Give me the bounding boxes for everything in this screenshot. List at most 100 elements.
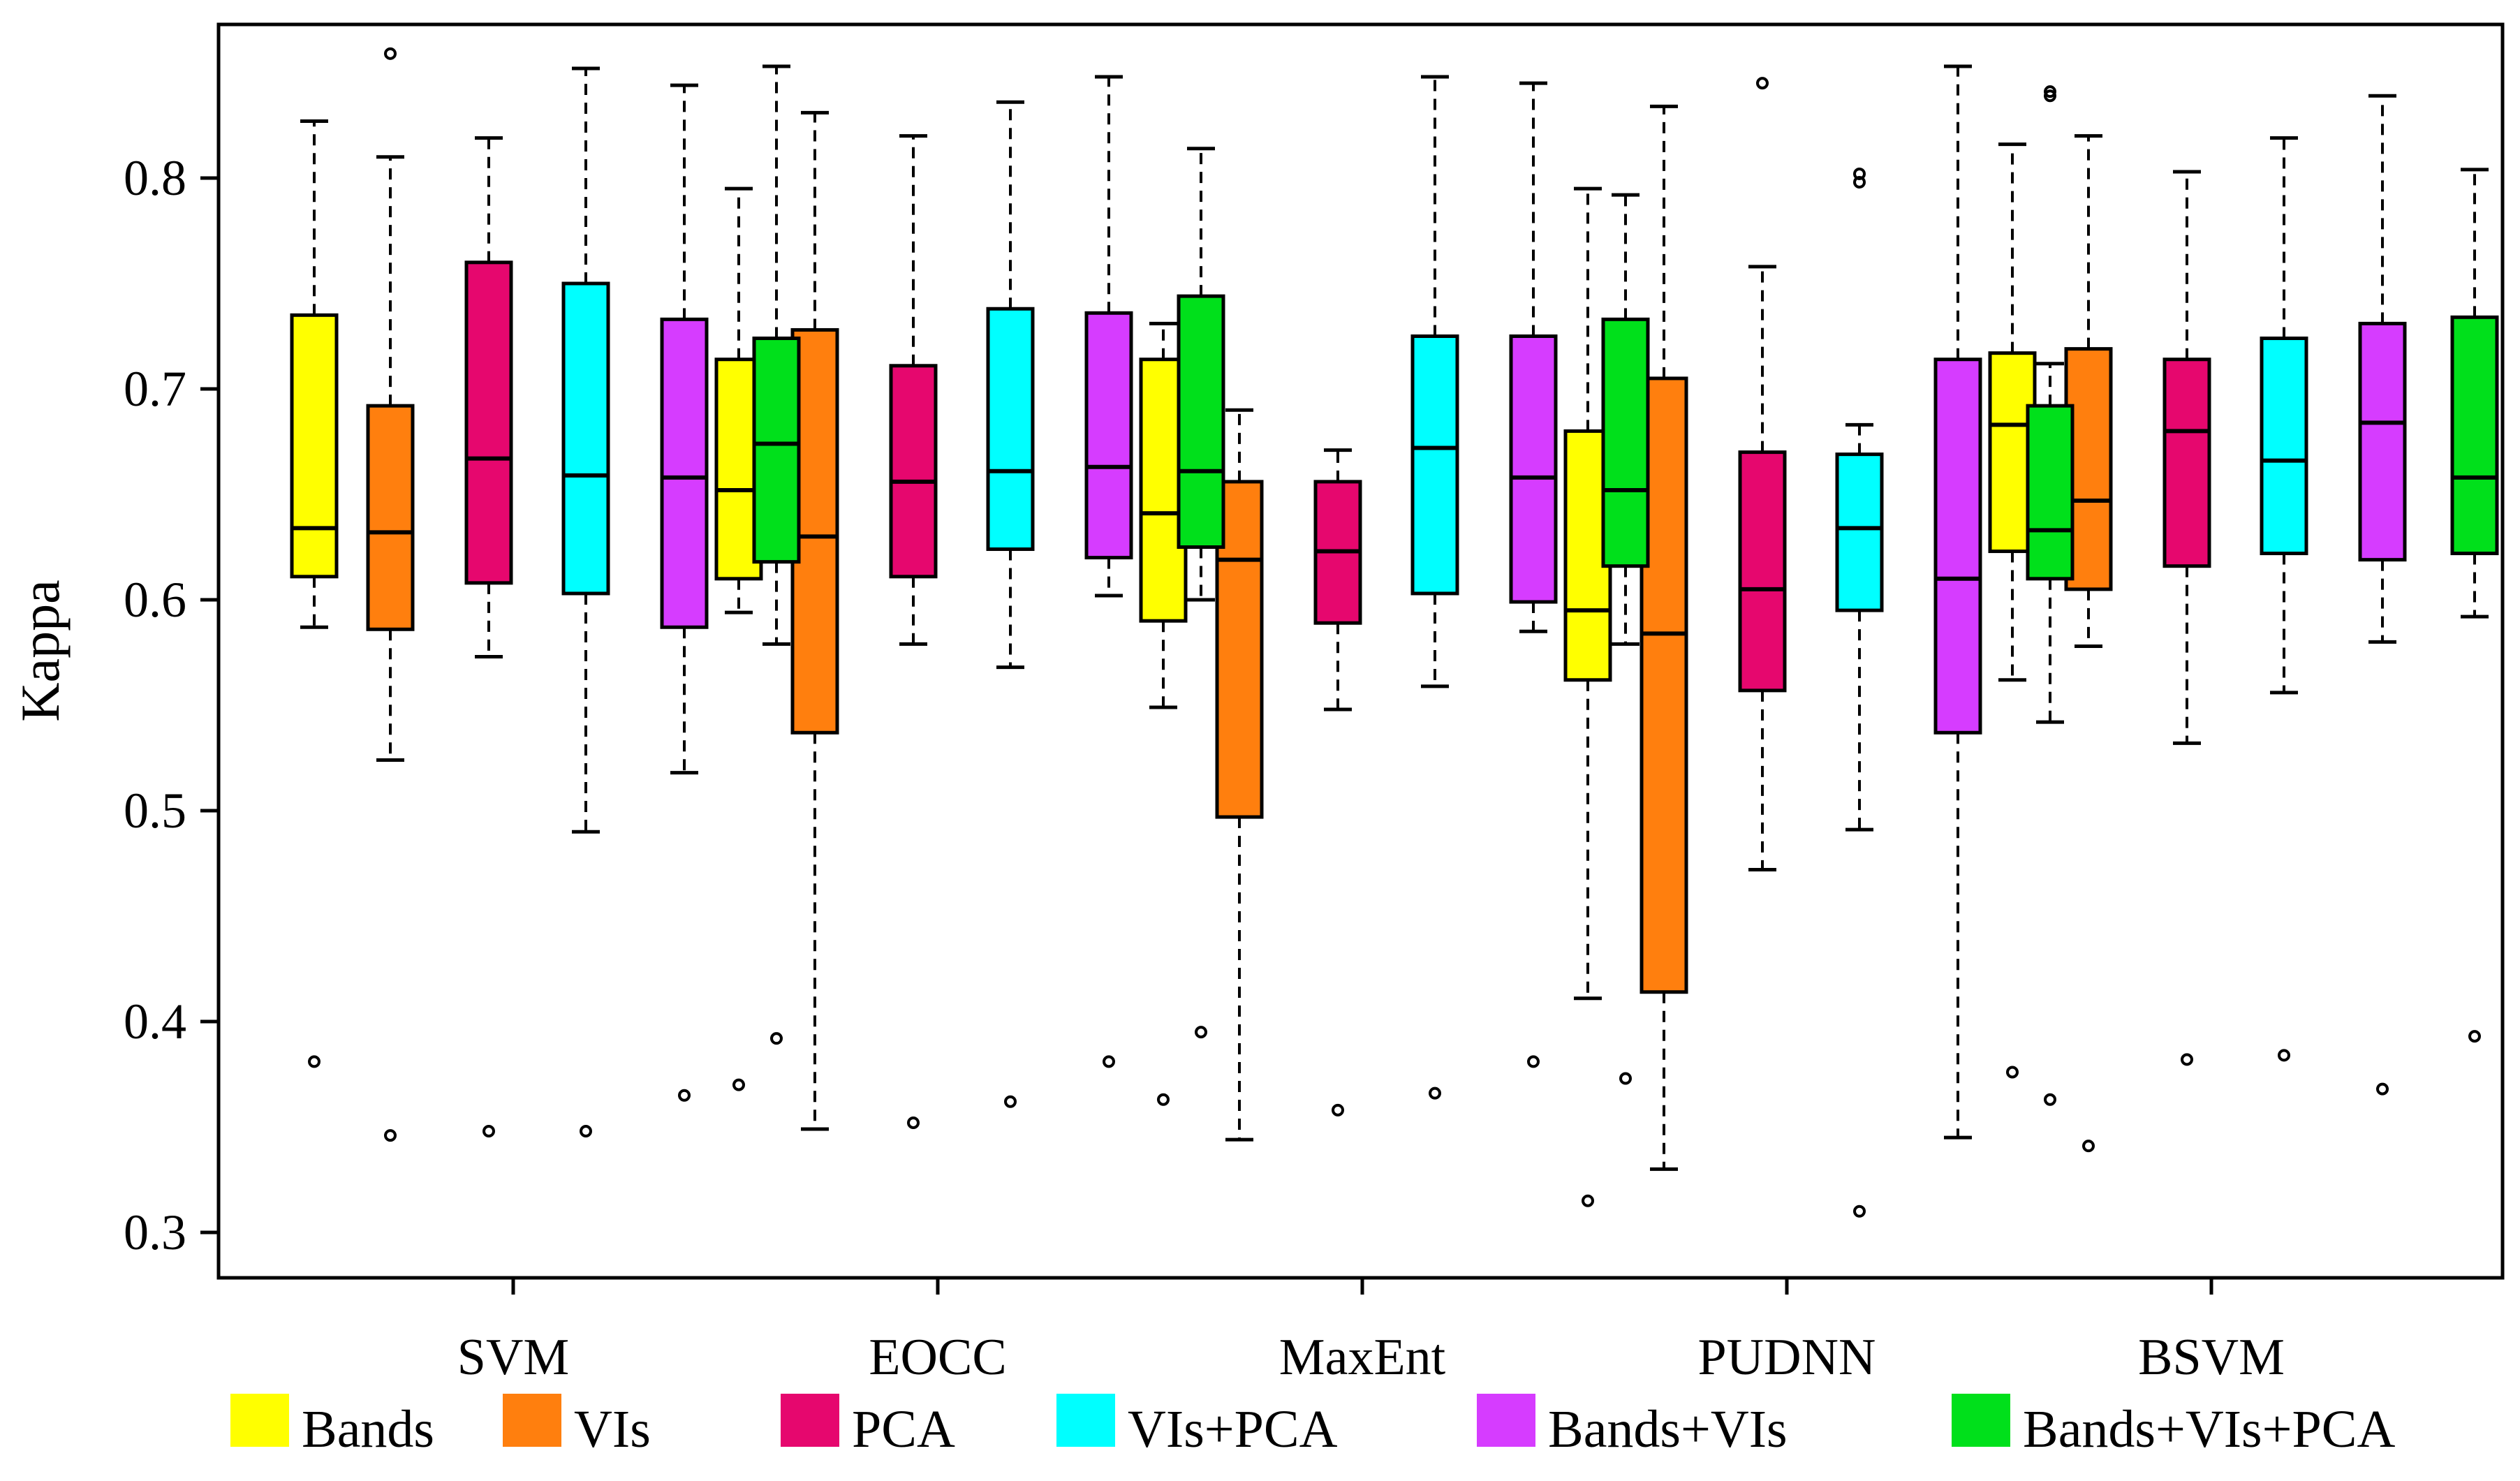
outlier-point [1853,167,1866,180]
iqr-box [1738,450,1787,693]
outlier-point [907,1116,920,1129]
outlier-point [2181,1053,2193,1066]
box-bands-vis-pudnn [1933,64,1982,1140]
legend-swatch [230,1394,289,1447]
iqr-box [561,281,610,596]
box-bands-svm [290,119,339,1068]
outlier-point [384,47,397,60]
legend-swatch [781,1394,839,1447]
y-tick-label: 0.5 [124,783,186,839]
box-vis-pca-eocc [986,100,1035,1108]
iqr-box [2358,321,2407,562]
iqr-box [1509,334,1558,604]
legend-item-vis: VIs [503,1394,651,1459]
box-bands-vis-pca-svm [752,64,801,1045]
legend-swatch [503,1394,561,1447]
box-bands-vis-pca-eocc [1177,147,1225,1039]
box-bands-vis-pca-maxent [1601,193,1650,1085]
legend-label: Bands [302,1400,434,1459]
outlier-point [1103,1055,1115,1068]
box-pca-eocc [889,134,938,1129]
box-bands-vis-pca-pudnn [2026,85,2075,1106]
iqr-box [290,313,339,579]
iqr-box [464,260,513,585]
box-vis-pca-svm [561,66,610,1138]
legend: Bands VIs PCA VIs+PCA Bands+VIs Bands+VIs+PCA [230,1394,2395,1459]
iqr-box [1601,317,1650,568]
outlier-point [678,1089,691,1102]
iqr-box [660,317,709,629]
legend-item-vis-pca: VIs+PCA [1056,1394,1338,1459]
outlier-point [2044,1093,2056,1106]
y-tick-label: 0.7 [124,361,186,417]
iqr-box [1410,334,1459,596]
outlier-point [2468,1030,2481,1043]
x-category-label: EOCC [869,1329,1006,1386]
x-category-label: SVM [457,1329,569,1386]
outlier-point [1853,1204,1866,1218]
outlier-point [1004,1095,1017,1108]
x-category-label: BSVM [2138,1329,2285,1386]
x-category-label: MaxEnt [1279,1329,1446,1386]
outlier-point [1619,1072,1632,1085]
legend-item-bands: Bands [230,1394,434,1459]
outlier-point [2278,1049,2290,1062]
box-vis-pca-pudnn [1835,167,1884,1218]
legend-swatch [1056,1394,1115,1447]
legend-label: VIs [574,1400,651,1459]
box-bands-vis-eocc [1084,75,1133,1068]
legend-swatch [1477,1394,1535,1447]
box-pca-bsvm [2162,170,2211,1066]
outlier-point [1527,1055,1540,1068]
y-tick-label: 0.8 [124,150,186,206]
box-vis-svm [366,47,415,1142]
box-bands-vis-maxent [1509,81,1558,1068]
outlier-point [2006,1066,2019,1079]
outlier-point [308,1055,320,1068]
outlier-point [482,1125,495,1138]
box-vis-bsvm [2064,134,2113,1153]
plot-frame [216,22,2505,1280]
outlier-point [580,1125,592,1138]
y-tick-label: 0.4 [124,994,186,1049]
iqr-box [1084,311,1133,560]
box-vis-eocc [790,110,839,1131]
outlier-point [2082,1140,2095,1153]
legend-item-pca: PCA [781,1394,955,1459]
y-axis-title: Kappa [10,580,71,722]
x-category-label: PUDNN [1698,1329,1876,1386]
legend-label: Bands+VIs+PCA [2023,1400,2395,1459]
y-axis: 0.3 0.4 0.5 0.6 0.7 0.8 [124,150,219,1260]
outlier-point [1429,1086,1441,1100]
box-bands-vis-pca-bsvm [2450,168,2499,1043]
boxes-layer [290,47,2499,1218]
iqr-box [2450,315,2499,556]
outlier-point [2044,85,2056,98]
legend-swatch [1952,1394,2010,1447]
iqr-box [366,404,415,631]
legend-label: VIs+PCA [1128,1400,1338,1459]
outlier-point [384,1129,397,1142]
iqr-box [2162,358,2211,568]
box-pca-svm [464,136,513,1138]
iqr-box [752,337,801,564]
outlier-point [732,1078,745,1091]
iqr-box [2260,337,2308,556]
iqr-box [986,307,1035,552]
iqr-box [1933,358,1982,735]
box-bands-vis-svm [660,83,709,1102]
outlier-point [770,1032,783,1045]
box-pca-maxent [1313,448,1362,1117]
y-tick-label: 0.3 [124,1204,186,1260]
outlier-point [1582,1194,1594,1207]
box-pca-pudnn [1738,77,1787,872]
outlier-point [1332,1103,1344,1117]
outlier-point [2044,89,2056,103]
legend-label: Bands+VIs [1548,1400,1788,1459]
box-bands-vis-bsvm [2358,94,2407,1096]
iqr-box [1835,452,1884,612]
legend-item-bands-vis-pca: Bands+VIs+PCA [1952,1394,2395,1459]
box-bands-bsvm [1988,142,2037,1079]
outlier-point [1756,77,1769,90]
